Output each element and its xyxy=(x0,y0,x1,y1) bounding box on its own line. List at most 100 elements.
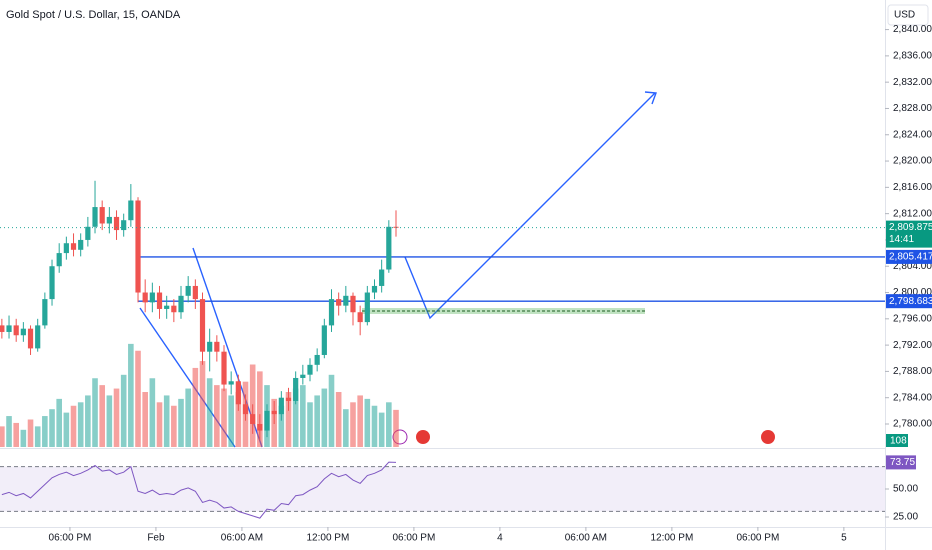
candle-body xyxy=(300,374,306,378)
volume-bar xyxy=(335,392,342,447)
candle-body xyxy=(235,381,241,405)
currency[interactable]: USD xyxy=(894,10,915,21)
candle-body xyxy=(321,325,327,355)
volume-bar xyxy=(42,416,48,447)
y-tick-label: 2,828.000 xyxy=(893,103,932,114)
candle-body xyxy=(85,226,91,240)
candle-body xyxy=(178,295,184,313)
candle-body xyxy=(257,423,263,431)
candle-body xyxy=(336,299,342,306)
volume-label-box xyxy=(886,434,908,447)
volume-bar xyxy=(393,409,399,447)
y-tick-label: 2,816.000 xyxy=(893,182,932,193)
candle-body xyxy=(92,207,98,227)
volume-bar xyxy=(357,395,363,447)
volume-bar xyxy=(235,392,242,447)
projection-arrow xyxy=(404,92,656,320)
candle-body xyxy=(42,299,48,326)
volume-bar xyxy=(221,388,227,447)
volume-bar xyxy=(163,395,170,447)
drawings xyxy=(138,91,885,448)
volume-bar xyxy=(185,388,191,447)
candle-body xyxy=(350,295,356,313)
y-tick-label: 2,780.000 xyxy=(893,419,932,430)
y-tick-label: 2,820.000 xyxy=(893,156,932,167)
volume-bar xyxy=(128,343,134,447)
currency-button[interactable] xyxy=(887,4,929,26)
volume-bar xyxy=(20,429,27,447)
volume-bar xyxy=(328,374,335,447)
volume-bar xyxy=(206,378,213,447)
candle-body xyxy=(386,226,392,270)
volume-bar xyxy=(142,392,148,447)
volume-bar xyxy=(314,395,320,447)
event-icon[interactable] xyxy=(761,430,775,444)
volume-bar xyxy=(56,398,62,447)
candle-body xyxy=(293,377,299,401)
candle-body xyxy=(142,292,148,303)
candle-body xyxy=(207,341,213,352)
candle-body xyxy=(199,299,206,352)
volume-bar xyxy=(178,398,184,447)
candle-body xyxy=(278,397,284,415)
volume-bar xyxy=(49,409,55,447)
rsi-band xyxy=(0,466,885,512)
candle-body xyxy=(156,292,163,309)
candle-body xyxy=(307,364,313,375)
y-tick-label: 2,804.000 xyxy=(893,261,932,272)
volume-bar xyxy=(350,402,356,447)
event-icon[interactable] xyxy=(416,430,430,444)
volume-bar xyxy=(257,371,263,447)
last-price-box xyxy=(886,220,932,248)
volume-bar xyxy=(192,367,199,447)
x-tick-label: 06:00 PM xyxy=(49,533,92,544)
x-tick-label: 06:00 PM xyxy=(393,533,436,544)
y-tick-label: 2,812.000 xyxy=(893,208,932,219)
rsi-label: 73.75 xyxy=(890,457,915,468)
volume-bar xyxy=(27,419,34,447)
volume-bar xyxy=(135,350,141,447)
candle-body xyxy=(314,354,320,365)
candle-body xyxy=(49,266,55,300)
x-tick-label: 5 xyxy=(841,533,847,544)
candle-body xyxy=(357,312,363,323)
y-tick-label: 2,824.000 xyxy=(893,129,932,140)
last-price-label: 2,809.875 xyxy=(889,222,932,233)
candle-body xyxy=(364,292,370,323)
y-tick-label: 2,788.000 xyxy=(893,366,932,377)
candle-body xyxy=(185,285,191,296)
candle-body xyxy=(135,200,141,293)
rsi-tick-label: 50.00 xyxy=(893,484,918,495)
x-tick-label: 06:00 AM xyxy=(565,533,607,544)
countdown: 14:41 xyxy=(889,234,914,245)
candle-body xyxy=(106,216,112,224)
volume-bar xyxy=(156,402,163,447)
volume-bar xyxy=(214,385,220,447)
volume-bar xyxy=(106,395,113,447)
candle-body xyxy=(379,269,385,286)
candle-body xyxy=(13,325,19,336)
volume-bar xyxy=(120,374,127,447)
volume-bar xyxy=(34,426,41,447)
volume-bar xyxy=(285,392,292,447)
candle-body xyxy=(228,381,234,385)
level-label: 2,798.683 xyxy=(889,296,932,307)
volume-bar xyxy=(300,385,306,447)
volume-bar xyxy=(92,378,98,447)
volume-bar xyxy=(0,426,5,447)
x-tick-label: Feb xyxy=(147,533,165,544)
volume-bar xyxy=(199,361,206,447)
volume-bar xyxy=(371,405,378,447)
volume-bar xyxy=(321,388,328,447)
level-label-box xyxy=(886,249,932,264)
x-tick-label: 12:00 PM xyxy=(650,533,693,544)
volume-label: 108 xyxy=(890,436,907,447)
volume-bar xyxy=(278,405,285,447)
candle-body xyxy=(214,341,220,352)
candle-body xyxy=(371,285,378,293)
candle-body xyxy=(113,216,120,231)
candle-body xyxy=(78,239,84,250)
level-label-box xyxy=(886,294,932,309)
candle-body xyxy=(271,410,277,415)
